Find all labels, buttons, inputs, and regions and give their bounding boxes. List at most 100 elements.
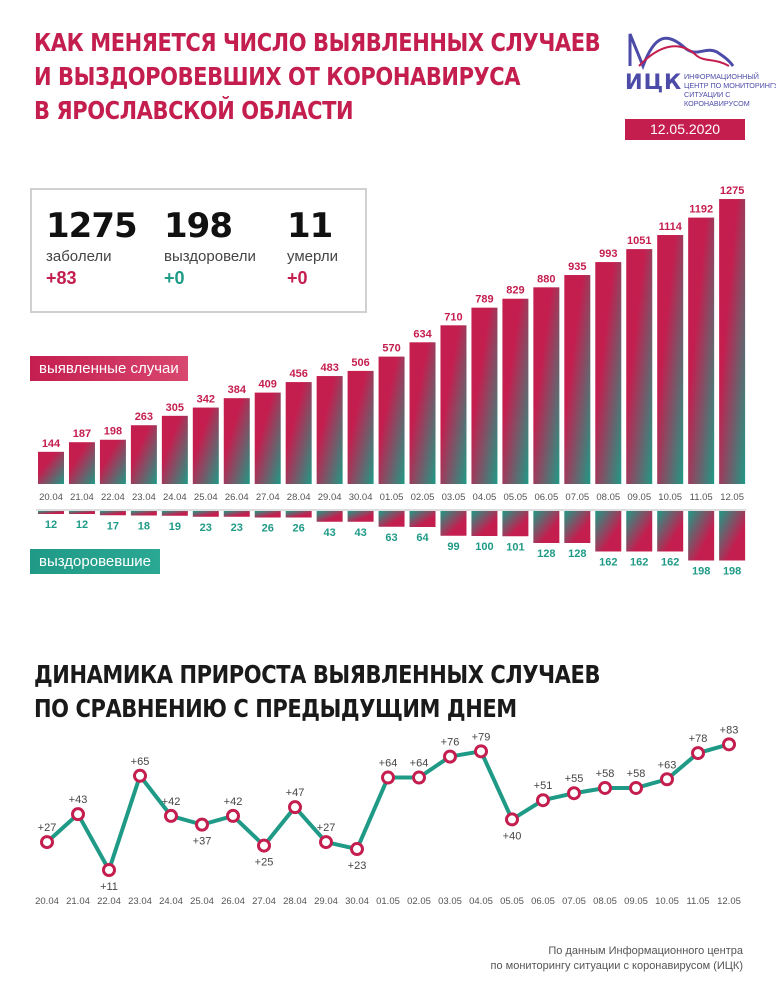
line-point	[691, 746, 705, 761]
line-point-label: +76	[441, 737, 460, 749]
bar-date-label: 12.05	[720, 492, 744, 503]
bar-date-label: 25.04	[194, 492, 218, 503]
bar-recovered	[533, 511, 560, 543]
bar-recovered	[440, 511, 467, 536]
stat-recovered: 198 выздоровели +0	[164, 206, 256, 289]
bar-recovered	[192, 511, 219, 517]
legend-recovered: выздоровевшие	[30, 549, 160, 574]
line-date-label: 27.04	[252, 896, 276, 907]
bar-cases-label: 187	[73, 428, 91, 440]
line-date-label: 20.04	[35, 896, 59, 907]
bar-recovered-label: 12	[45, 519, 57, 531]
bar-date-label: 01.05	[380, 492, 404, 503]
bar-cases-label: 456	[290, 368, 308, 380]
bar-cases-label: 993	[599, 248, 617, 260]
bar-recovered	[502, 511, 529, 537]
line-date-label: 08.05	[593, 896, 617, 907]
bar-recovered-label: 162	[599, 557, 617, 569]
line-date-label: 09.05	[624, 896, 648, 907]
bar-cases-label: 263	[135, 411, 153, 423]
bar-cases-label: 409	[259, 379, 277, 391]
logo-wave-icon	[628, 33, 735, 71]
page-title-line-3: В ЯРОСЛАВСКОЙ ОБЛАСТИ	[34, 96, 354, 125]
line-point	[381, 770, 395, 785]
bar-recovered	[161, 511, 188, 516]
line-date-label: 10.05	[655, 896, 679, 907]
line-point	[164, 808, 178, 823]
bar-date-label: 04.05	[473, 492, 497, 503]
source-line-2: по мониторингу ситуации с коронавирусом …	[490, 960, 743, 972]
bar-date-label: 11.05	[690, 492, 713, 503]
bar-cases	[502, 298, 529, 484]
line-point-label: +42	[162, 796, 181, 808]
bar-date-label: 30.04	[349, 492, 373, 503]
source-note: По данным Информационного центра по мони…	[491, 944, 743, 974]
line-point-label: +78	[689, 733, 708, 745]
line-point-label: +37	[193, 836, 212, 848]
bar-date-label: 27.04	[256, 492, 280, 503]
stat-cases-value: 1275	[46, 206, 138, 246]
bar-cases-label: 506	[351, 357, 369, 369]
bar-cases-label: 789	[475, 294, 493, 306]
line-point-label: +58	[596, 768, 615, 780]
line-date-label: 28.04	[283, 896, 307, 907]
bar-recovered-label: 43	[324, 527, 336, 539]
bar-date-label: 21.04	[70, 492, 94, 503]
logo-name: ИЦК	[625, 70, 683, 94]
bar-recovered	[130, 511, 157, 516]
bar-recovered	[38, 511, 64, 514]
line-point	[505, 812, 519, 827]
bar-recovered	[719, 511, 746, 561]
line-point-label: +11	[100, 881, 118, 893]
bar-recovered-label: 63	[385, 532, 397, 544]
line-point	[629, 780, 643, 795]
line-point	[598, 780, 612, 795]
bar-recovered-label: 23	[200, 522, 212, 534]
bar-cases-label: 198	[104, 426, 122, 438]
bar-cases	[440, 325, 467, 484]
bar-recovered	[595, 511, 622, 552]
line-point	[71, 807, 85, 822]
line-point	[226, 808, 240, 823]
bar-date-label: 20.04	[39, 492, 63, 503]
line-point	[133, 768, 147, 783]
bar-date-label: 03.05	[442, 492, 466, 503]
line-date-label: 23.04	[128, 896, 152, 907]
stat-recovered-value: 198	[164, 206, 233, 246]
bar-date-label: 09.05	[627, 492, 651, 503]
bar-cases	[688, 217, 715, 484]
bar-cases	[130, 425, 157, 484]
line-date-label: 03.05	[438, 896, 462, 907]
page-title-line-2: И ВЫЗДОРОВЕВШИХ ОТ КОРОНАВИРУСА	[34, 62, 521, 91]
bar-recovered-label: 100	[475, 541, 493, 553]
bar-cases	[38, 451, 64, 484]
stat-cases-label: заболели	[46, 248, 112, 265]
bar-recovered	[378, 511, 405, 527]
bar-cases	[409, 342, 436, 484]
stat-deaths: 11 умерли +0	[287, 206, 338, 289]
bar-recovered	[626, 511, 653, 552]
line-point-label: +64	[379, 758, 398, 770]
line-point	[567, 786, 581, 801]
bar-recovered-label: 43	[354, 527, 366, 539]
bar-cases	[192, 407, 219, 484]
bar-date-label: 24.04	[163, 492, 187, 503]
line-point	[102, 863, 116, 877]
line-point-label: +58	[627, 768, 646, 780]
bar-recovered	[657, 511, 684, 552]
bar-date-label: 26.04	[225, 492, 249, 503]
line-point-label: +40	[503, 830, 522, 842]
bar-date-label: 23.04	[132, 492, 156, 503]
bar-cases-label: 1275	[720, 185, 744, 197]
line-point-label: +83	[720, 724, 739, 736]
line-point-label: +51	[534, 780, 553, 792]
bar-recovered	[471, 511, 498, 536]
section2-title-line-1: ДИНАМИКА ПРИРОСТА ВЫЯВЛЕННЫХ СЛУЧАЕВ	[34, 660, 601, 689]
bar-date-label: 02.05	[411, 492, 435, 503]
bar-recovered	[68, 511, 95, 514]
bar-cases-label: 570	[382, 343, 400, 355]
line-point	[288, 800, 302, 815]
line-date-label: 12.05	[717, 896, 741, 907]
bar-recovered-label: 198	[692, 566, 710, 578]
